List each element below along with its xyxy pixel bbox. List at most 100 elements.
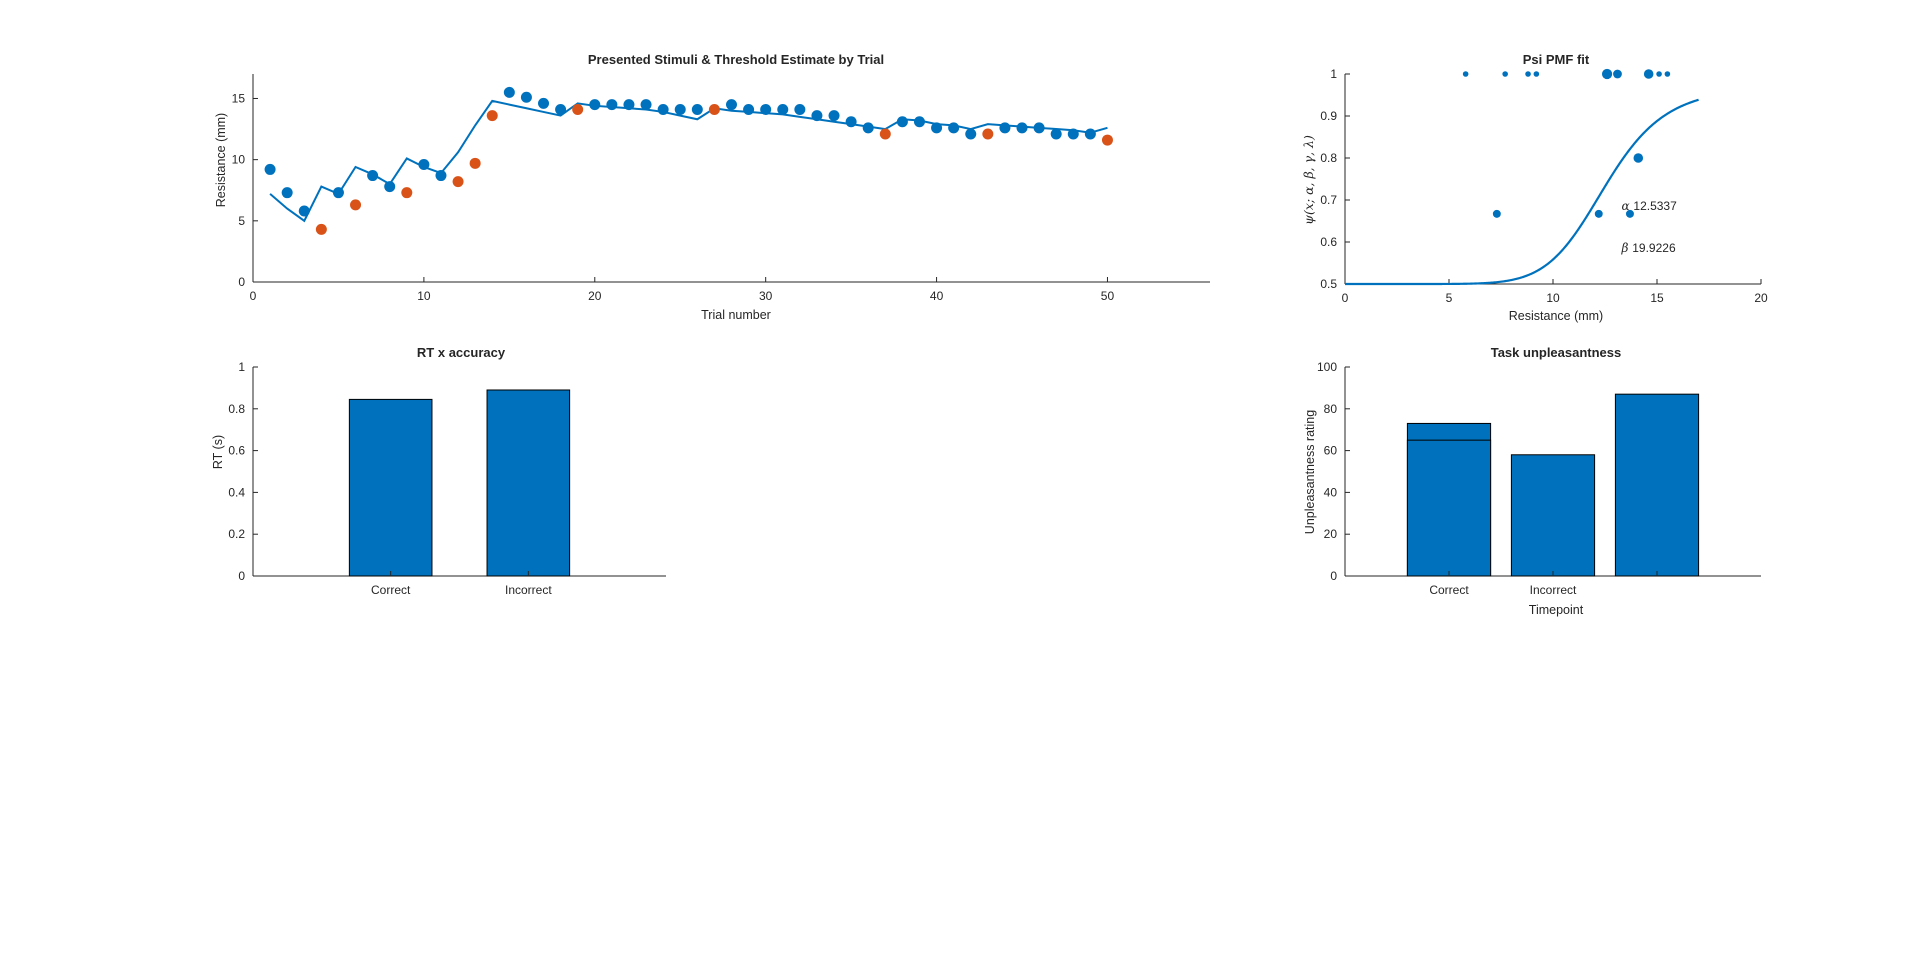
threshold-x-tick-label: 30: [759, 289, 773, 303]
psi-x-tick-label: 0: [1342, 291, 1349, 305]
correct-trial-point: [896, 116, 908, 128]
threshold-x-tick-label: 40: [930, 289, 944, 303]
correct-trial-point: [965, 128, 977, 140]
psi-data-point: [1625, 209, 1634, 218]
psi-xlabel: Resistance (mm): [1509, 309, 1603, 323]
correct-trial-point: [298, 205, 310, 217]
psi-data-point: [1462, 71, 1469, 77]
psi-title: Psi PMF fit: [1523, 52, 1590, 67]
incorrect-trial-point: [452, 176, 464, 188]
incorrect-trial-point: [350, 199, 362, 211]
correct-trial-point: [828, 110, 840, 122]
psi-data-point: [1643, 69, 1654, 79]
correct-trial-point: [777, 103, 789, 115]
correct-trial-point: [418, 159, 430, 171]
rt-title: RT x accuracy: [417, 345, 506, 360]
unpleasantness-axes: Task unpleasantness Timepoint Unpleasant…: [1303, 345, 1761, 617]
psi-data-point: [1525, 71, 1531, 77]
unpleasantness-bar: [1614, 393, 1700, 577]
psi-data-point: [1633, 153, 1644, 163]
psi-y-tick-label: 0.8: [1320, 151, 1337, 165]
incorrect-trial-point: [469, 157, 481, 169]
psi-data-point: [1492, 209, 1501, 218]
correct-trial-point: [640, 99, 652, 111]
unpleasantness-ylabel: Unpleasantness rating: [1303, 410, 1317, 534]
correct-trial-point: [862, 122, 874, 134]
unpleasantness-y-tick-label: 80: [1324, 402, 1338, 416]
rt-bar-incorrect: [486, 389, 571, 577]
threshold-y-tick-label: 10: [232, 153, 246, 167]
incorrect-trial-point: [315, 223, 327, 235]
rt-y-tick-label: 0.4: [228, 485, 245, 499]
psi-y-tick-label: 0.5: [1320, 277, 1337, 291]
correct-trial-point: [623, 99, 635, 111]
unpleasantness-y-tick-label: 100: [1317, 360, 1337, 374]
threshold-axes: Presented Stimuli & Threshold Estimate b…: [214, 52, 1210, 322]
rt-y-tick-label: 1: [238, 360, 245, 374]
correct-trial-point: [606, 99, 618, 111]
rt-x-tick-label: Correct: [371, 583, 411, 597]
correct-trial-point: [1033, 122, 1045, 134]
psi-y-tick-label: 1: [1330, 67, 1337, 81]
threshold-x-tick-label: 0: [250, 289, 257, 303]
incorrect-trial-point: [401, 187, 413, 199]
correct-trial-point: [435, 170, 447, 182]
threshold-title: Presented Stimuli & Threshold Estimate b…: [588, 52, 884, 67]
unpleasantness-xlabel: Timepoint: [1529, 603, 1584, 617]
psi-x-tick-label: 20: [1754, 291, 1768, 305]
psi-data-point: [1664, 71, 1671, 77]
psi-param-annotation: α 12.5337: [1621, 199, 1677, 213]
rt-y-tick-label: 0.6: [228, 444, 245, 458]
correct-trial-point: [1050, 128, 1062, 140]
rt-y-tick-label: 0.8: [228, 402, 245, 416]
threshold-ylabel: Resistance (mm): [214, 113, 228, 207]
rt-x-tick-label: Incorrect: [505, 583, 552, 597]
correct-trial-point: [1016, 122, 1028, 134]
correct-trial-point: [794, 103, 806, 115]
correct-trial-point: [657, 103, 669, 115]
incorrect-trial-point: [879, 128, 891, 140]
psi-axes: Psi PMF fit Resistance (mm) ψ(x; α, β, γ…: [1301, 52, 1768, 323]
correct-trial-point: [931, 122, 943, 134]
correct-trial-point: [384, 181, 396, 193]
correct-trial-point: [589, 99, 601, 111]
incorrect-trial-point: [486, 110, 498, 122]
psi-pmf-curve: [1345, 98, 1699, 286]
unpleasantness-inner-bar: [1406, 439, 1492, 577]
correct-trial-point: [538, 97, 550, 109]
correct-trial-point: [811, 110, 823, 122]
unpleasantness-bar: [1510, 454, 1596, 577]
psi-x-tick-label: 5: [1446, 291, 1453, 305]
correct-trial-point: [999, 122, 1011, 134]
psi-data-point: [1594, 209, 1603, 218]
correct-trial-point: [367, 170, 379, 182]
unpleasantness-y-tick-label: 20: [1324, 527, 1338, 541]
rt-bar-correct: [348, 398, 433, 577]
correct-trial-point: [674, 103, 686, 115]
psi-data-point: [1613, 69, 1622, 79]
psi-data-point: [1601, 68, 1613, 80]
correct-trial-point: [281, 187, 293, 199]
unpleasantness-title: Task unpleasantness: [1491, 345, 1622, 360]
correct-trial-point: [845, 116, 857, 128]
correct-trial-point: [913, 116, 925, 128]
correct-trial-point: [691, 103, 703, 115]
unpleasantness-y-tick-label: 60: [1324, 444, 1338, 458]
threshold-x-tick-label: 10: [417, 289, 431, 303]
correct-trial-point: [726, 99, 737, 111]
psi-x-tick-label: 15: [1650, 291, 1664, 305]
threshold-xlabel: Trial number: [701, 308, 771, 322]
correct-trial-point: [520, 91, 532, 103]
threshold-estimate-line: [269, 99, 1108, 223]
correct-trial-point: [503, 86, 515, 98]
correct-trial-point: [1084, 128, 1096, 140]
psi-ylabel: ψ(x; α, β, γ, λ): [1301, 135, 1316, 225]
rt-y-tick-label: 0: [238, 569, 245, 583]
correct-trial-point: [948, 122, 960, 134]
incorrect-trial-point: [708, 103, 720, 115]
rt-ylabel: RT (s): [211, 435, 225, 469]
threshold-y-tick-label: 15: [232, 91, 246, 105]
unpleasantness-y-tick-label: 0: [1330, 569, 1337, 583]
psi-y-tick-label: 0.9: [1320, 109, 1337, 123]
